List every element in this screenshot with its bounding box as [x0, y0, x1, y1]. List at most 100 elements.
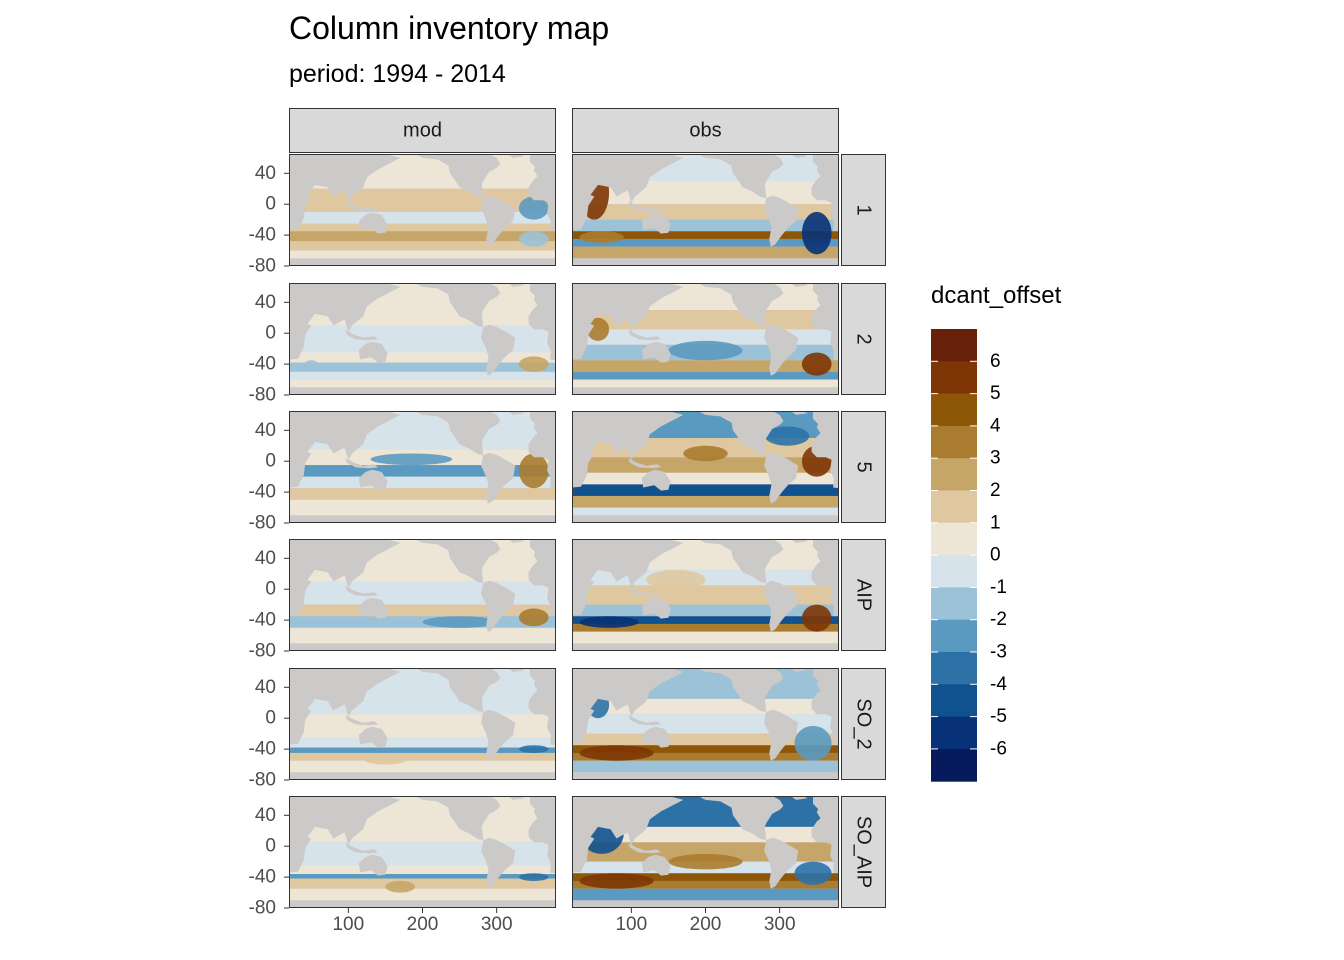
- land-mass: [698, 283, 784, 327]
- x-tick-label: 200: [690, 914, 722, 935]
- legend-label: -1: [990, 577, 1007, 598]
- land-mass: [572, 515, 839, 523]
- ocean-anomaly: [579, 616, 639, 628]
- y-tick-label: -40: [249, 354, 276, 375]
- land-mass: [289, 900, 556, 908]
- legend-colorbar: 6 5 4 3 2 1 0 -1 -2 -3 -4 -5 -6: [931, 329, 1007, 782]
- panel-border: [289, 796, 556, 908]
- land-mass: [641, 854, 671, 876]
- panel-border: [289, 411, 556, 523]
- legend-label: -3: [990, 642, 1007, 663]
- strip-background: [841, 796, 886, 908]
- land-mass: [358, 726, 388, 748]
- ocean-band: [289, 371, 556, 380]
- land-mass: [358, 212, 388, 234]
- ocean-band: [289, 752, 556, 761]
- legend-color-step: [931, 490, 977, 524]
- y-tick-label: -40: [249, 610, 276, 631]
- facet-panel-mod-so-2: [289, 668, 556, 780]
- y-tick-label: 0: [265, 451, 276, 472]
- legend-color-step: [931, 587, 977, 621]
- ocean-band: [289, 581, 556, 605]
- land-mass: [641, 597, 671, 619]
- legend-color-step: [931, 748, 977, 782]
- ocean-anomaly: [422, 616, 497, 628]
- facet-panel-mod-aip: [289, 539, 556, 651]
- land-mass: [481, 195, 516, 247]
- panel-border: [572, 668, 839, 780]
- land-mass: [698, 411, 784, 455]
- land-mass: [358, 341, 388, 363]
- y-tick-label: -80: [249, 641, 276, 662]
- land-mass: [572, 387, 839, 395]
- land-mass: [811, 154, 839, 232]
- ocean-band: [572, 616, 839, 624]
- land-mass: [289, 387, 556, 395]
- ocean-band: [572, 231, 839, 239]
- legend-label: -4: [990, 674, 1007, 695]
- land-mass: [528, 539, 556, 617]
- land-mass: [572, 668, 684, 745]
- legend-label: 6: [990, 351, 1001, 372]
- panel-border: [572, 796, 839, 908]
- chart-subtitle: period: 1994 - 2014: [289, 60, 506, 88]
- ocean-band: [572, 238, 839, 247]
- y-tick-label: 0: [265, 194, 276, 215]
- ocean-band: [572, 360, 839, 372]
- y-tick-label: 40: [255, 805, 276, 826]
- land-mass: [415, 539, 501, 583]
- legend-color-step: [931, 716, 977, 750]
- ocean-band: [289, 604, 556, 617]
- x-tick-label: 200: [407, 914, 439, 935]
- ocean-anomaly: [801, 211, 832, 255]
- y-tick-label: -40: [249, 739, 276, 760]
- facet-panel-mod-1: [289, 154, 556, 266]
- panel-border: [289, 154, 556, 266]
- legend-color-step: [931, 684, 977, 718]
- ocean-band: [572, 371, 839, 380]
- ocean-band: [572, 604, 839, 617]
- land-mass: [415, 154, 501, 198]
- land-mass: [481, 324, 516, 376]
- land-mass: [764, 452, 799, 504]
- ocean-anomaly: [518, 231, 549, 247]
- facet-strip-row-5: 5: [841, 411, 886, 523]
- land-mass: [289, 772, 556, 780]
- ocean-band: [289, 488, 556, 500]
- land-mass: [764, 324, 799, 376]
- ocean-band: [289, 878, 556, 889]
- ocean-anomaly: [303, 360, 319, 371]
- land-mass: [572, 539, 684, 616]
- ocean-band: [572, 585, 839, 605]
- strip-label: mod: [403, 120, 442, 142]
- ocean-anomaly: [579, 231, 624, 243]
- panel-border: [289, 668, 556, 780]
- land-mass: [528, 796, 556, 874]
- land-mass: [528, 283, 556, 361]
- legend-color-step: [931, 652, 977, 685]
- y-tick-label: -80: [249, 385, 276, 406]
- legend-label: 4: [990, 415, 1001, 436]
- ocean-band: [289, 616, 556, 628]
- ocean-band: [289, 874, 556, 879]
- land-mass: [698, 539, 784, 583]
- strip-label: 2: [853, 333, 875, 344]
- strip-label: obs: [689, 120, 721, 142]
- land-mass: [764, 195, 799, 247]
- land-mass: [572, 283, 684, 360]
- ocean-anomaly: [683, 445, 728, 462]
- y-tick-label: 0: [265, 836, 276, 857]
- land-mass: [628, 586, 661, 597]
- land-mass: [572, 796, 684, 873]
- chart-title: Column inventory map: [289, 10, 610, 46]
- land-mass: [628, 458, 661, 469]
- ocean-anomaly: [370, 453, 453, 466]
- x-tick-label: 300: [481, 914, 513, 935]
- land-mass: [289, 154, 401, 231]
- land-mass: [345, 586, 378, 597]
- ocean-band: [289, 223, 556, 232]
- legend-label: -6: [990, 738, 1007, 759]
- facet-strip-row-aip: AIP: [841, 539, 886, 651]
- land-mass: [415, 411, 501, 455]
- ocean-anomaly: [801, 352, 832, 376]
